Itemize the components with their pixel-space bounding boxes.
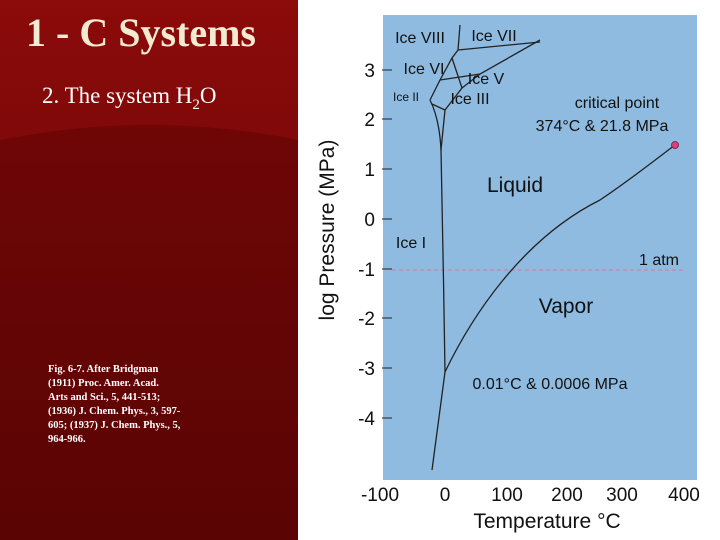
x-tick-label: 400	[668, 485, 700, 506]
annotation: critical point	[575, 95, 660, 112]
y-tick-label: -1	[358, 260, 375, 281]
ice-boundary	[439, 73, 481, 81]
subtitle-text: O	[200, 83, 217, 108]
caption-line: Arts and Sci., 5, 441-513;	[48, 392, 160, 403]
panel-highlight	[0, 0, 298, 140]
region-label: Ice VII	[471, 28, 516, 45]
region-label: Ice V	[468, 71, 505, 88]
slide-subtitle: 2. The system H2O	[42, 83, 216, 113]
y-tick-label: 0	[364, 210, 375, 231]
caption-line: 964-966.	[48, 434, 86, 445]
caption-line: (1936) J. Chem. Phys., 3, 597-	[48, 406, 181, 417]
y-tick-label: -2	[358, 309, 375, 330]
region-label: Ice VIII	[395, 30, 445, 47]
caption: Fig. 6-7. After Bridgman (1911) Proc. Ame…	[48, 364, 181, 445]
region-label: Vapor	[539, 295, 593, 318]
critical-point	[671, 141, 679, 149]
caption-line: 605; (1937) J. Chem. Phys., 5,	[48, 420, 181, 431]
subtitle-text: 2. The system H	[42, 83, 192, 108]
plot-area	[383, 15, 697, 480]
x-tick-label: 100	[491, 485, 523, 506]
y-tick-label: -4	[358, 409, 375, 430]
region-label: Ice III	[450, 91, 489, 108]
y-axis-label: log Pressure (MPa)	[316, 140, 339, 321]
x-tick-label: 0	[440, 485, 451, 506]
ice-boundary	[431, 103, 446, 111]
y-tick-label: 1	[364, 160, 375, 181]
y-tick-label: 3	[364, 61, 375, 82]
annotation: 374°C & 21.8 MPa	[536, 118, 669, 135]
ice-boundary	[457, 41, 541, 51]
x-tick-label: 300	[606, 485, 638, 506]
y-tick-label: -3	[358, 359, 375, 380]
x-axis-label: Temperature °C	[473, 510, 620, 533]
region-label: Ice I	[396, 235, 426, 252]
annotation: 1 atm	[639, 252, 679, 269]
vaporization-curve	[444, 144, 676, 373]
phase-boundaries	[429, 24, 676, 471]
y-tick-label: 2	[364, 110, 375, 131]
slide-title: 1 - C Systems	[26, 10, 256, 55]
x-tick-label: -100	[361, 485, 399, 506]
x-tick-label: 200	[551, 485, 583, 506]
melting-curve	[429, 99, 446, 373]
annotation: 0.01°C & 0.0006 MPa	[473, 376, 628, 393]
region-label: Ice VI	[404, 61, 445, 78]
caption-line: (1911) Proc. Amer. Acad.	[48, 378, 159, 389]
ice-boundary	[440, 57, 463, 151]
caption-line: Fig. 6-7. After Bridgman	[48, 364, 158, 375]
subtitle-sub: 2	[192, 97, 200, 113]
region-label: Liquid	[487, 174, 543, 197]
region-label: Ice II	[393, 90, 419, 104]
sublimation-curve	[431, 371, 446, 471]
